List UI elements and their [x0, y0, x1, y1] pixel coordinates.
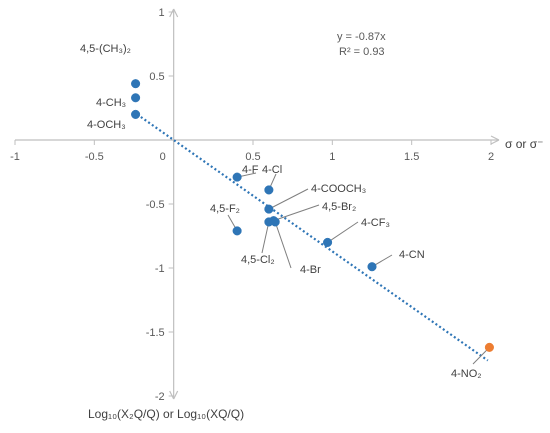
label-leader-line	[273, 204, 320, 222]
point-label: 4,5-F₂	[210, 203, 240, 215]
data-point	[232, 172, 242, 182]
point-label: 4-OCH₃	[87, 119, 126, 131]
data-point	[264, 185, 274, 195]
x-tick-label: -0.5	[85, 151, 104, 163]
label-leader-line	[261, 221, 270, 254]
y-axis-arrow-down-icon	[169, 390, 179, 400]
trendline-equation: y = -0.87x	[337, 31, 386, 43]
x-tick-label: 0	[160, 151, 166, 163]
data-point	[484, 342, 494, 352]
data-point	[323, 237, 333, 247]
data-point	[270, 217, 280, 227]
y-tick-label: -1.5	[146, 327, 165, 339]
point-label: 4-CN	[399, 249, 425, 261]
r-squared-label: R² = 0.93	[339, 46, 385, 58]
point-label: 4-F	[242, 164, 259, 176]
point-labels: 4,5-(CH₃)₂ 4-CH₃ 4-OCH₃ 4-F 4-Cl 4-COOCH₃ 4,5-…	[80, 43, 482, 380]
y-tick-label: 1	[159, 7, 165, 19]
point-label: 4-CF₃	[361, 217, 390, 229]
label-leader-line	[268, 188, 309, 210]
trendline-layer	[136, 113, 489, 362]
point-label: 4-Br	[300, 264, 321, 276]
point-label: 4-CH₃	[96, 97, 126, 109]
y-axis-title: Log₁₀(X₂Q/Q) or Log₁₀(XQ/Q)	[88, 407, 244, 421]
data-point	[131, 93, 141, 103]
x-tick-label: -1	[10, 151, 20, 163]
trendline	[136, 113, 489, 362]
label-leader-line	[327, 221, 359, 243]
x-tick-label: 2	[488, 151, 494, 163]
point-label: 4-COOCH₃	[311, 183, 366, 195]
x-tick-label: 1	[329, 151, 335, 163]
x-tick-label: 1.5	[404, 151, 419, 163]
data-point	[232, 226, 242, 236]
data-point	[264, 204, 274, 214]
point-label: 4-Cl	[262, 164, 282, 176]
x-axis-arrow-icon	[490, 135, 500, 145]
point-label: 4,5-(CH₃)₂	[80, 43, 131, 55]
y-axis-arrow-up-icon	[169, 8, 179, 18]
data-point	[131, 79, 141, 89]
data-points	[131, 79, 494, 352]
x-tick-label: 0.5	[245, 151, 260, 163]
data-point	[367, 262, 377, 272]
data-point	[131, 109, 141, 119]
x-axis-title: σ or σ⁻	[505, 137, 543, 151]
y-tick-label: -2	[155, 391, 165, 403]
point-label: 4-NO₂	[451, 368, 482, 380]
axes: -1 -0.5 0 0.5 1 1.5 2 1 0.5 -0.5 -1 -1.5 -2	[10, 7, 500, 403]
point-label: 4,5-Cl₂	[241, 254, 275, 266]
y-tick-label: 0.5	[149, 71, 164, 83]
point-label: 4,5-Br₂	[322, 201, 356, 213]
label-leader-line	[274, 221, 292, 269]
y-tick-label: -0.5	[146, 199, 165, 211]
y-tick-label: -1	[155, 263, 165, 275]
